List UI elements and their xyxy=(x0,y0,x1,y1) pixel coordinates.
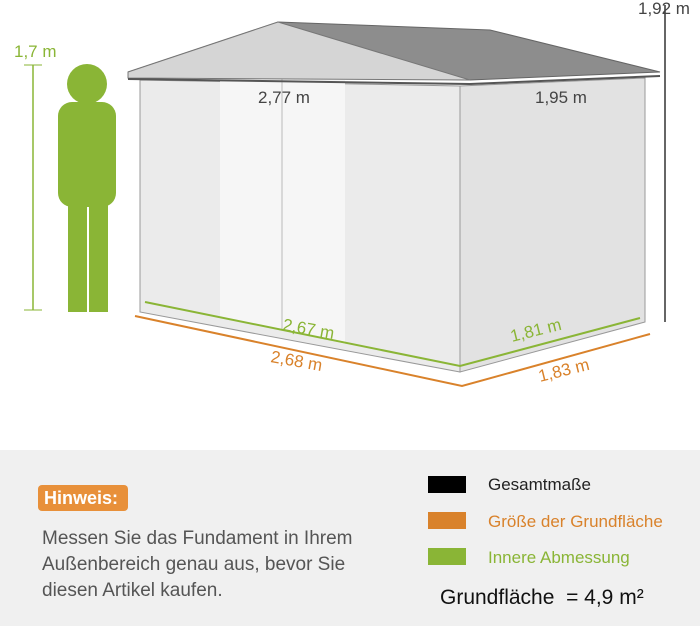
note-line: diesen Artikel kaufen. xyxy=(42,580,223,601)
note-line: Messen Sie das Fundament in Ihrem xyxy=(42,528,353,549)
info-panel xyxy=(0,450,700,626)
legend-label: Größe der Grundfläche xyxy=(488,512,663,531)
base-line xyxy=(134,315,651,388)
dim-label: 2,77 m xyxy=(258,88,310,107)
inner-line xyxy=(144,301,641,368)
area-label: Grundfläche = 4,9 m² xyxy=(440,586,644,609)
note-title: Hinweis: xyxy=(44,488,118,508)
note-badge xyxy=(38,485,128,511)
person xyxy=(58,64,116,312)
shed xyxy=(127,21,661,373)
legend-label: Innere Abmessung xyxy=(488,548,630,567)
legend-swatch xyxy=(428,512,466,529)
legend-swatch xyxy=(428,548,466,565)
dim-label: 1,95 m xyxy=(535,88,587,107)
legend-label: Gesamtmaße xyxy=(488,475,591,494)
dim-label: 1,83 m xyxy=(536,355,591,386)
dim-label: 1,92 m xyxy=(638,0,690,18)
dim-label: 2,68 m xyxy=(269,347,323,375)
dim-label: 1,7 m xyxy=(14,42,57,61)
legend-swatch xyxy=(428,476,466,493)
note-line: Außenbereich genau aus, bevor Sie xyxy=(42,554,345,575)
